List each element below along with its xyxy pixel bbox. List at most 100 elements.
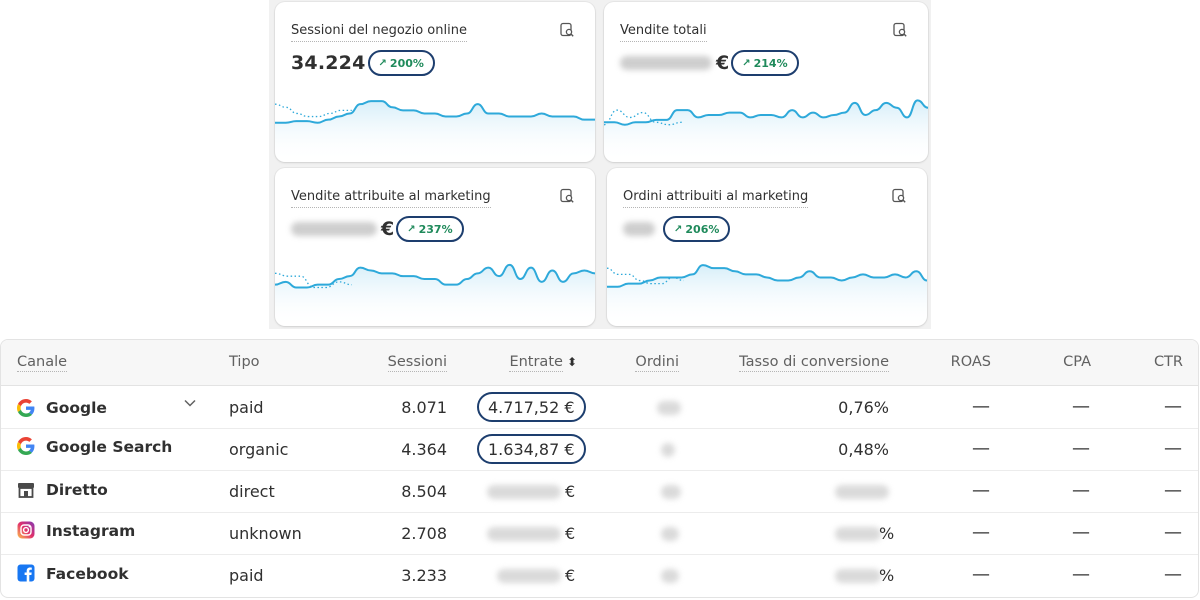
change-percent: 200% (389, 56, 424, 70)
revenue-value: 4.717,52 € (477, 392, 586, 422)
metric-card-marketing-sales[interactable]: Vendite attribuite al marketing € ↗ 237% (275, 168, 595, 326)
redacted-orders (661, 527, 679, 541)
report-search-icon[interactable] (891, 188, 907, 204)
arrow-up-right-icon: ↗ (378, 57, 387, 69)
metric-card-sessions[interactable]: Sessioni del negozio online 34.224 ↗ 200% (275, 2, 595, 162)
change-badge: ↗ 206% (663, 216, 731, 242)
change-badge: ↗ 237% (396, 216, 464, 242)
channel-name[interactable]: Instagram (46, 522, 136, 540)
metric-card-total-sales[interactable]: Vendite totali € ↗ 214% (604, 2, 928, 162)
redacted-revenue (497, 569, 561, 583)
change-percent: 214% (753, 56, 788, 70)
currency-symbol: € (565, 566, 576, 585)
sort-icon[interactable]: ⬍ (566, 355, 577, 369)
column-header-conversion-rate[interactable]: Tasso di conversione (739, 354, 889, 372)
column-header-sessions[interactable]: Sessioni (387, 354, 447, 372)
percent-symbol: % (879, 524, 895, 543)
change-badge: ↗ 200% (367, 50, 435, 76)
sparkline-chart (607, 264, 927, 326)
column-header-orders[interactable]: Ordini (635, 354, 679, 372)
google-icon (17, 399, 35, 417)
redacted-value (623, 222, 655, 236)
redacted-orders (657, 401, 681, 415)
column-header-revenue[interactable]: Entrate ⬍ (509, 354, 577, 372)
channel-name[interactable]: Google (46, 399, 107, 417)
change-percent: 206% (685, 222, 720, 236)
instagram-icon (17, 521, 35, 539)
column-header-channel[interactable]: Canale (17, 354, 68, 372)
store-icon (18, 483, 34, 498)
metric-cards-panel: Sessioni del negozio online 34.224 ↗ 200%… (269, 0, 931, 329)
sessions-value: 8.504 (401, 482, 447, 501)
table-row[interactable]: Instagram unknown 2.708 € % — — — (1, 513, 1198, 555)
google-icon (17, 437, 35, 455)
metric-value: 34.224 (291, 52, 366, 74)
chevron-down-icon[interactable] (183, 396, 197, 410)
channel-type: organic (229, 440, 289, 459)
redacted-conversion-rate (835, 485, 889, 499)
cpa-value: — (1072, 564, 1090, 585)
revenue-value: 1.634,87 € (477, 434, 586, 464)
cpa-value: — (1072, 480, 1090, 501)
sparkline-chart (275, 263, 595, 326)
channel-type: paid (229, 566, 264, 585)
ctr-value: — (1164, 396, 1182, 417)
arrow-up-right-icon: ↗ (674, 223, 683, 235)
report-search-icon[interactable] (559, 188, 575, 204)
channel-name[interactable]: Facebook (46, 565, 129, 583)
ctr-value: — (1164, 480, 1182, 501)
table-row[interactable]: Diretto direct 8.504 € — — — (1, 471, 1198, 513)
channel-table: Canale Tipo Sessioni Entrate ⬍ Ordini Tas… (0, 339, 1199, 598)
redacted-value (620, 56, 712, 70)
redacted-conversion-rate (835, 569, 881, 583)
column-header-cpa[interactable]: CPA (1063, 354, 1091, 370)
sparkline-area (275, 101, 595, 162)
conversion-rate: 0,76% (838, 398, 889, 417)
redacted-orders (661, 443, 675, 457)
currency-symbol: € (381, 218, 395, 240)
sparkline-series (604, 99, 928, 126)
roas-value: — (972, 480, 990, 501)
column-header-roas[interactable]: ROAS (950, 354, 991, 370)
currency-symbol: € (565, 482, 576, 501)
metric-card-title: Vendite totali (620, 23, 707, 42)
facebook-icon (17, 564, 35, 582)
sparkline-area (604, 100, 928, 162)
report-search-icon[interactable] (892, 22, 908, 38)
sparkline-chart (604, 99, 928, 162)
change-badge: ↗ 214% (731, 50, 799, 76)
sparkline-comparison-series (275, 103, 352, 118)
channel-type: paid (229, 398, 264, 417)
redacted-conversion-rate (835, 527, 881, 541)
cpa-value: — (1072, 438, 1090, 459)
roas-value: — (972, 564, 990, 585)
channel-type: direct (229, 482, 275, 501)
redacted-revenue (487, 527, 561, 541)
channel-name[interactable]: Google Search (46, 438, 173, 456)
table-row[interactable]: Facebook paid 3.233 € % — — — (1, 555, 1198, 597)
redacted-orders (661, 569, 679, 583)
sparkline-series (275, 100, 595, 124)
sessions-value: 4.364 (401, 440, 447, 459)
currency-symbol: € (565, 524, 576, 543)
sparkline-area (607, 265, 927, 326)
table-header: Canale Tipo Sessioni Entrate ⬍ Ordini Tas… (1, 340, 1198, 386)
channel-name[interactable]: Diretto (46, 481, 108, 499)
sessions-value: 3.233 (401, 566, 447, 585)
sparkline-comparison-series (275, 272, 352, 289)
roas-value: — (972, 522, 990, 543)
report-search-icon[interactable] (559, 22, 575, 38)
metric-card-marketing-orders[interactable]: Ordini attribuiti al marketing ↗ 206% (607, 168, 927, 326)
sparkline-area (275, 264, 595, 326)
ctr-value: — (1164, 438, 1182, 459)
redacted-value (291, 222, 377, 236)
metric-card-title: Ordini attribuiti al marketing (623, 189, 809, 208)
arrow-up-right-icon: ↗ (407, 223, 416, 235)
table-row[interactable]: Google paid 8.071 4.717,52 € 0,76% — — — (1, 387, 1198, 429)
table-row[interactable]: Google Search organic 4.364 1.634,87 € 0… (1, 429, 1198, 471)
column-header-type[interactable]: Tipo (229, 354, 260, 370)
column-header-ctr[interactable]: CTR (1153, 354, 1183, 370)
ctr-value: — (1164, 564, 1182, 585)
ctr-value: — (1164, 522, 1182, 543)
change-percent: 237% (418, 222, 453, 236)
